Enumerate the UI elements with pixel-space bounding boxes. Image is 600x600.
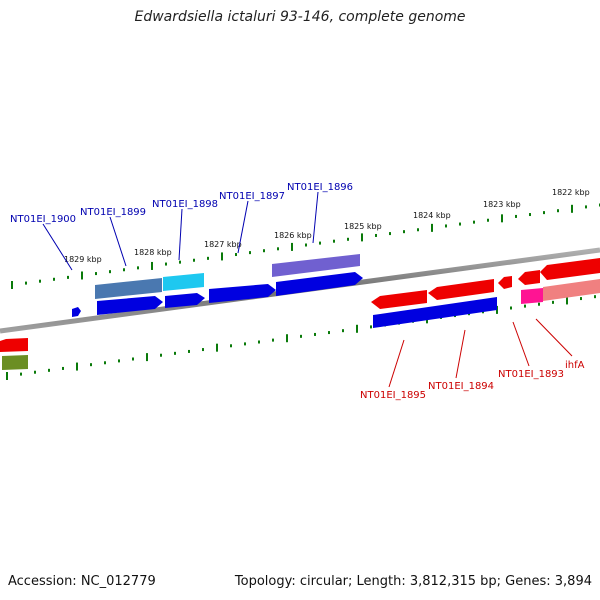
leader-line-ihfA	[535, 318, 573, 357]
map-title: Edwardsiella ictaluri 93-146, complete g…	[134, 9, 466, 25]
feature-box-slateblue[interactable]	[272, 254, 360, 277]
leader-line-1896	[312, 191, 319, 244]
tick-label-1827: 1827 kbp	[204, 240, 242, 249]
gene-arrow-ihfA[interactable]	[540, 258, 600, 280]
top-gene-labels: NT01EI_1900 NT01EI_1899 NT01EI_1898 NT01…	[10, 182, 353, 271]
feature-box-salmon[interactable]	[543, 279, 600, 301]
outer-tick-track	[11, 203, 600, 289]
tick-label-1822: 1822 kbp	[552, 188, 590, 197]
bottom-gene-labels: NT01EI_1895 NT01EI_1894 NT01EI_1893 ihfA	[360, 318, 585, 401]
leader-line-1894	[455, 329, 466, 379]
feature-box-magenta[interactable]	[521, 288, 543, 304]
tick-label-1823: 1823 kbp	[483, 200, 521, 209]
leader-line-1900	[42, 223, 73, 271]
gene-label-1899: NT01EI_1899	[80, 207, 146, 218]
accession-text: Accession: NC_012779	[8, 574, 156, 589]
gene-label-1900: NT01EI_1900	[10, 214, 76, 225]
gene-arrow-left-edge[interactable]	[0, 338, 28, 352]
gene-label-1893: NT01EI_1893	[498, 369, 564, 380]
gene-arrow-1895-1894[interactable]	[373, 297, 497, 328]
tick-label-1824: 1824 kbp	[413, 211, 451, 220]
leader-line-1893	[512, 321, 530, 367]
gene-arrow-rev-3[interactable]	[518, 270, 540, 285]
leader-line-1895	[388, 339, 405, 388]
leader-line-1899	[109, 216, 127, 267]
tick-label-1825: 1825 kbp	[344, 222, 382, 231]
tick-label-1828: 1828 kbp	[134, 248, 172, 257]
gene-label-ihfA: ihfA	[565, 360, 585, 371]
gene-arrow-1893[interactable]	[498, 276, 512, 289]
gene-arrow-1900[interactable]	[72, 307, 81, 317]
feature-box-cyan[interactable]	[163, 273, 204, 291]
gene-label-1894: NT01EI_1894	[428, 381, 494, 392]
gene-label-1895: NT01EI_1895	[360, 390, 426, 401]
gene-arrow-1899[interactable]	[97, 296, 163, 315]
gene-label-1896: NT01EI_1896	[287, 182, 353, 193]
gene-label-1898: NT01EI_1898	[152, 199, 218, 210]
gene-arrow-rev-1[interactable]	[371, 290, 427, 309]
gene-arrow-rev-2[interactable]	[428, 279, 494, 300]
lower-feature-track	[2, 279, 600, 370]
gene-arrow-1897[interactable]	[209, 284, 276, 303]
gene-arrow-1896[interactable]	[276, 272, 363, 296]
gene-arrow-1898[interactable]	[165, 293, 205, 308]
forward-strand-genes	[72, 272, 497, 328]
tick-labels: 1829 kbp 1828 kbp 1827 kbp 1826 kbp 1825…	[64, 188, 590, 264]
feature-box-olive[interactable]	[2, 355, 28, 370]
leader-line-1897	[237, 200, 249, 254]
tick-label-1826: 1826 kbp	[274, 231, 312, 240]
feature-box-steelblue[interactable]	[95, 278, 162, 299]
tick-label-1829: 1829 kbp	[64, 255, 102, 264]
upper-feature-track	[95, 254, 360, 299]
leader-line-1898	[178, 208, 183, 261]
inner-tick-track	[6, 295, 596, 380]
gene-label-1897: NT01EI_1897	[219, 191, 285, 202]
reverse-strand-genes	[0, 258, 600, 352]
topology-summary-text: Topology: circular; Length: 3,812,315 bp…	[234, 574, 592, 589]
